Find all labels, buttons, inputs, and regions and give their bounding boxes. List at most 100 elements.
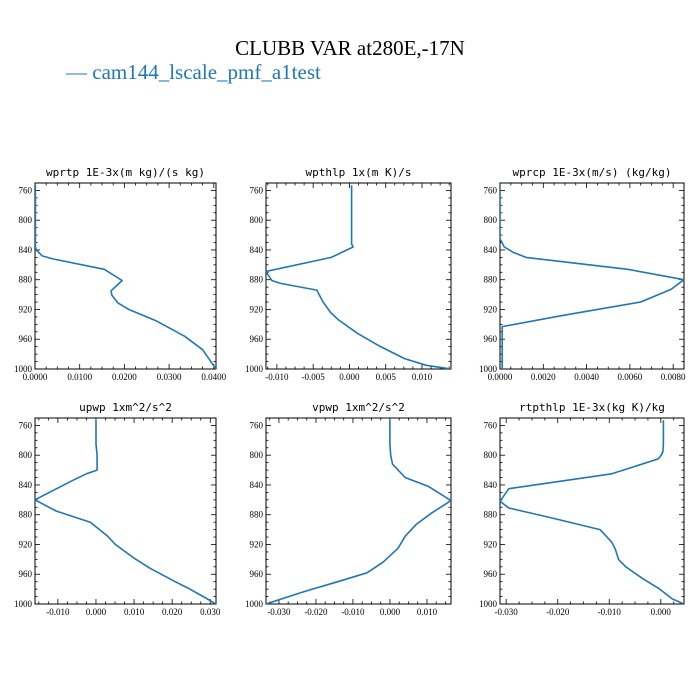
x-tick-label: 0.000 xyxy=(380,607,401,617)
y-tick-label: 880 xyxy=(19,275,33,285)
panel-title: upwp 1xm^2/s^2 xyxy=(79,401,172,414)
x-tick-label: 0.020 xyxy=(162,607,183,617)
x-tick-label: -0.005 xyxy=(302,372,326,382)
plot-frame xyxy=(34,182,217,370)
y-tick-label: 760 xyxy=(19,185,33,195)
y-tick-label: 760 xyxy=(484,185,498,195)
x-tick-label: 0.0040 xyxy=(574,372,599,382)
x-tick-label: 0.0300 xyxy=(157,372,182,382)
plot-frame xyxy=(499,417,685,605)
y-tick-label: 960 xyxy=(484,334,498,344)
y-tick-label: 800 xyxy=(484,215,498,225)
y-tick-label: 760 xyxy=(250,185,264,195)
y-tick-label: 800 xyxy=(250,215,264,225)
y-tick-label: 880 xyxy=(250,275,264,285)
x-tick-label: 0.000 xyxy=(339,372,360,382)
y-tick-label: 840 xyxy=(484,480,498,490)
y-tick-label: 960 xyxy=(250,569,264,579)
panel-title: wprcp 1E-3x(m/s) (kg/kg) xyxy=(513,166,672,179)
y-tick-label: 880 xyxy=(484,275,498,285)
y-tick-label: 760 xyxy=(19,420,33,430)
y-tick-label: 920 xyxy=(19,304,33,314)
y-tick-label: 880 xyxy=(484,510,498,520)
x-tick-label: -0.010 xyxy=(341,607,365,617)
y-tick-label: 880 xyxy=(19,510,33,520)
plot-frame xyxy=(265,182,452,370)
y-tick-label: 1000 xyxy=(245,599,264,609)
y-tick-label: 800 xyxy=(19,450,33,460)
y-tick-label: 920 xyxy=(250,539,264,549)
y-tick-label: 1000 xyxy=(479,599,498,609)
x-tick-label: -0.030 xyxy=(267,607,291,617)
y-tick-label: 800 xyxy=(484,450,498,460)
x-tick-label: -0.010 xyxy=(265,372,289,382)
y-tick-label: 960 xyxy=(19,569,33,579)
y-tick-label: 1000 xyxy=(14,599,33,609)
x-tick-label: 0.0200 xyxy=(112,372,137,382)
legend-line-icon: — xyxy=(66,60,87,84)
panel-title: rtpthlp 1E-3x(kg K)/kg xyxy=(519,401,665,414)
y-tick-label: 1000 xyxy=(479,364,498,374)
y-tick-label: 960 xyxy=(19,334,33,344)
page-title: CLUBB VAR at280E,-17N xyxy=(235,36,465,60)
y-tick-label: 1000 xyxy=(245,364,264,374)
plot-frame xyxy=(34,417,217,605)
x-tick-label: -0.010 xyxy=(598,607,622,617)
panel-title: vpwp 1xm^2/s^2 xyxy=(312,401,405,414)
x-tick-label: 0.000 xyxy=(86,607,107,617)
x-tick-label: 0.030 xyxy=(200,607,221,617)
x-tick-label: 0.005 xyxy=(376,372,397,382)
panel-title: wprtp 1E-3x(m kg)/(s kg) xyxy=(46,166,205,179)
series-line xyxy=(500,420,684,604)
chart-panel-3: wprcp 1E-3x(m/s) (kg/kg) 760 800 840 880 920 9… xyxy=(479,166,686,382)
x-tick-label: 0.0080 xyxy=(661,372,686,382)
y-tick-label: 920 xyxy=(484,539,498,549)
panel-title: wpthlp 1x(m K)/s xyxy=(306,166,412,179)
y-tick-label: 760 xyxy=(250,420,264,430)
series-line xyxy=(266,185,451,369)
x-tick-label: 0.0020 xyxy=(531,372,556,382)
y-tick-label: 960 xyxy=(484,569,498,579)
legend-series-label: cam144_lscale_pmf_a1test xyxy=(92,60,321,84)
chart-panel-1: wprtp 1E-3x(m kg)/(s kg) 760 800 840 880 920 9… xyxy=(14,166,227,382)
y-tick-label: 960 xyxy=(250,334,264,344)
series-line xyxy=(35,185,216,369)
legend: — cam144_lscale_pmf_a1test xyxy=(66,60,321,85)
y-tick-label: 840 xyxy=(19,245,33,255)
y-tick-label: 1000 xyxy=(14,364,33,374)
x-tick-label: 0.0400 xyxy=(201,372,226,382)
chart-panel-5: vpwp 1xm^2/s^27608008408809209601000-0.0… xyxy=(245,401,452,617)
x-tick-label: 0.0000 xyxy=(23,372,48,382)
x-tick-label: -0.010 xyxy=(46,607,70,617)
x-tick-label: 0.010 xyxy=(124,607,145,617)
y-tick-label: 920 xyxy=(250,304,264,314)
series-line xyxy=(35,420,216,604)
x-tick-label: 0.0100 xyxy=(67,372,92,382)
x-tick-label: -0.030 xyxy=(495,607,519,617)
series-line xyxy=(500,185,684,369)
y-tick-label: 840 xyxy=(19,480,33,490)
chart-panel-2: wpthlp 1x(m K)/s7608008408809209601000-0… xyxy=(245,166,452,382)
plot-frame xyxy=(499,182,685,370)
x-tick-label: 0.010 xyxy=(412,372,433,382)
x-tick-label: -0.020 xyxy=(546,607,570,617)
chart-panel-6: rtpthlp 1E-3x(kg K)/kg 760 800 840 880 920 960… xyxy=(479,401,685,617)
series-line xyxy=(266,420,451,604)
y-tick-label: 800 xyxy=(19,215,33,225)
y-tick-label: 760 xyxy=(484,420,498,430)
y-tick-label: 840 xyxy=(484,245,498,255)
y-tick-label: 840 xyxy=(250,480,264,490)
x-tick-label: 0.0060 xyxy=(618,372,643,382)
x-tick-label: 0.000 xyxy=(651,607,672,617)
y-tick-label: 840 xyxy=(250,245,264,255)
chart-panel-4: upwp 1xm^2/s^2 760 800 840 880 920 960 1000 -0.0… xyxy=(14,401,221,617)
y-tick-label: 800 xyxy=(250,450,264,460)
x-tick-label: 0.0000 xyxy=(488,372,513,382)
plot-frame xyxy=(265,417,452,605)
x-tick-label: 0.010 xyxy=(417,607,438,617)
y-tick-label: 920 xyxy=(484,304,498,314)
x-tick-label: -0.020 xyxy=(304,607,328,617)
y-tick-label: 880 xyxy=(250,510,264,520)
y-tick-label: 920 xyxy=(19,539,33,549)
